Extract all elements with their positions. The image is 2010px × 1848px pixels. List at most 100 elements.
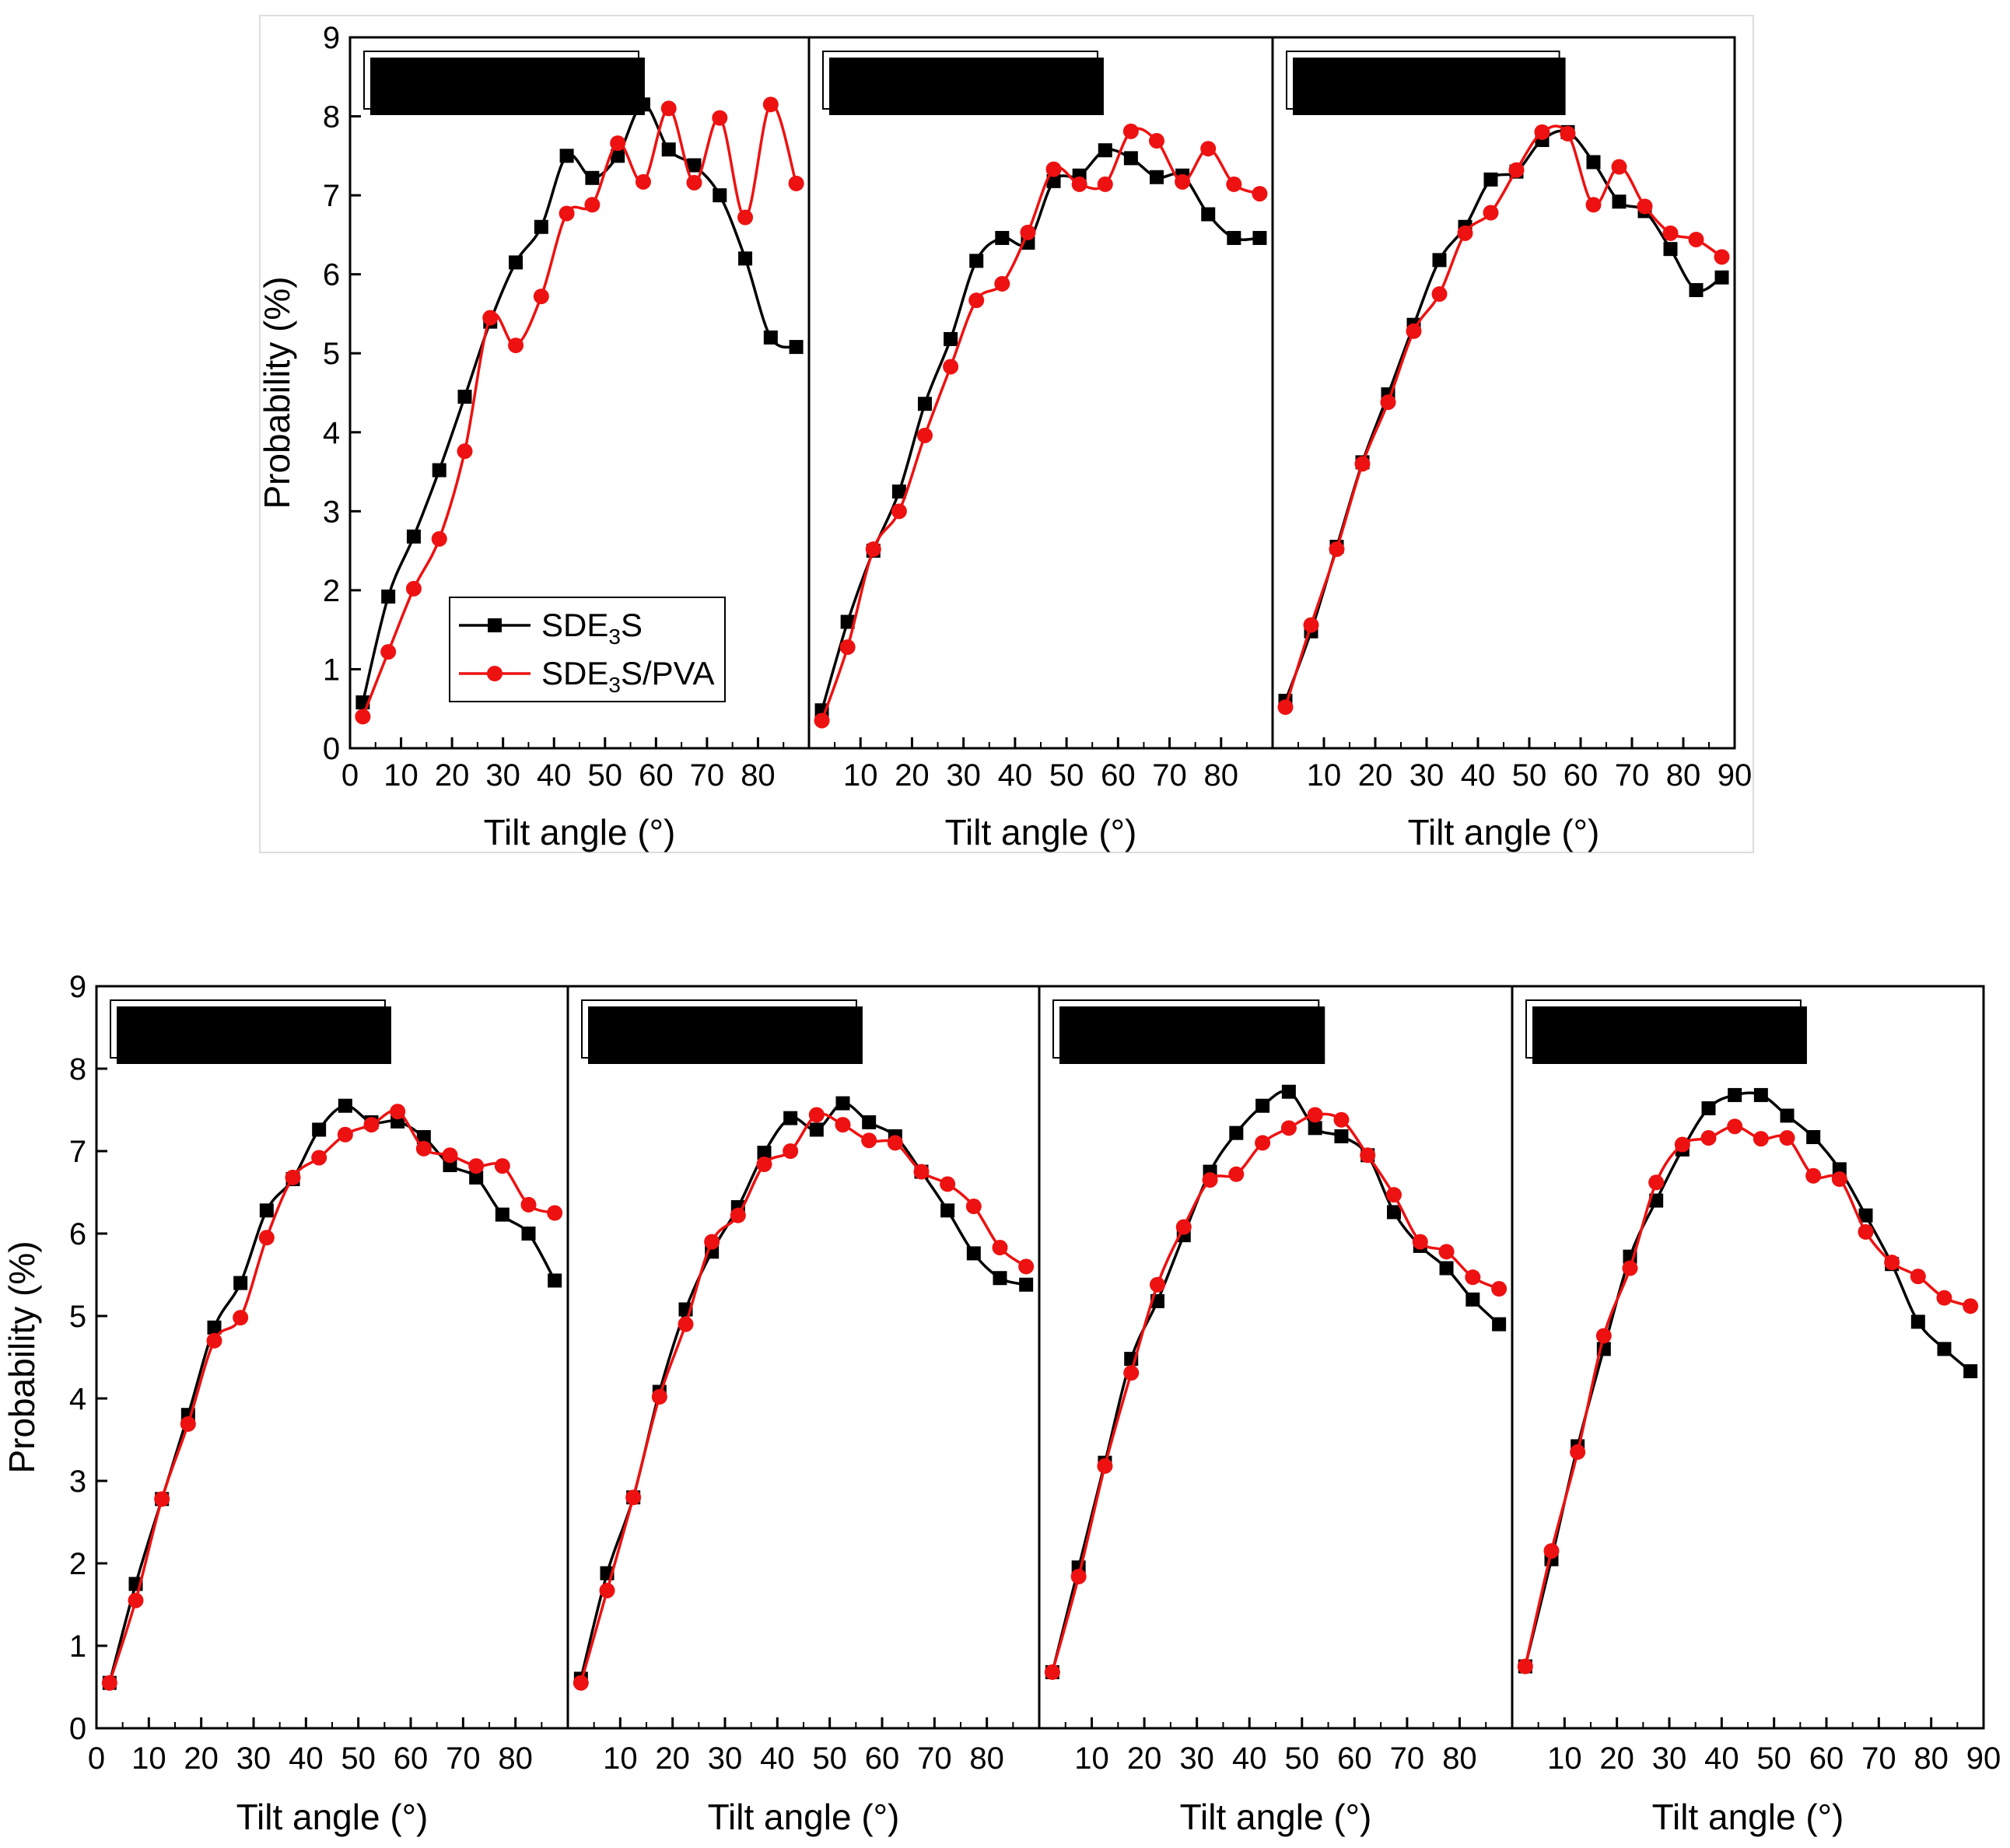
x-tick-label: 0	[88, 1741, 105, 1776]
y-tick-label: 8	[323, 100, 340, 135]
x-tick-label: 40	[537, 758, 572, 793]
point-sde3s-pva	[1386, 1187, 1402, 1203]
legend-marker-2	[487, 666, 502, 681]
point-sde3s-pva	[1611, 159, 1627, 175]
x-tick-label: 10	[383, 758, 418, 793]
point-sde3s-pva	[494, 1158, 510, 1174]
point-sde3s	[1586, 155, 1601, 170]
x-tick-label: 70	[1390, 1741, 1425, 1776]
point-sde3s	[233, 1276, 248, 1290]
x-tick-label: 50	[1512, 758, 1547, 793]
point-sde3s-pva	[887, 1135, 903, 1151]
point-sde3s-pva	[468, 1158, 485, 1174]
point-sde3s-pva	[891, 503, 907, 520]
x-tick-label: 10	[1307, 758, 1342, 793]
point-sde3s	[966, 1246, 981, 1261]
x-tick-label: 30	[485, 758, 520, 793]
point-sde3s-pva	[363, 1117, 380, 1133]
point-sde3s-pva	[1662, 225, 1679, 241]
point-sde3s-pva	[1438, 1244, 1455, 1260]
point-sde3s-pva	[1585, 197, 1602, 213]
point-sde3s	[207, 1320, 222, 1335]
x-tick-label: 20	[184, 1741, 219, 1776]
point-sde3s	[406, 529, 421, 544]
x-tick-label: 30	[946, 758, 981, 793]
point-sde3s-pva	[814, 712, 830, 729]
point-sde3s-pva	[651, 1388, 667, 1405]
point-sde3s-pva	[1020, 224, 1036, 240]
point-sde3s-pva	[1149, 133, 1164, 149]
point-sde3s	[995, 230, 1010, 245]
point-sde3s	[1123, 151, 1138, 166]
label-box-shadow	[1059, 1006, 1325, 1064]
point-sde3s-pva	[1963, 1298, 1979, 1314]
label-box-shadow	[117, 1006, 391, 1064]
point-sde3s-pva	[233, 1310, 249, 1326]
x-tick-label: 80	[1442, 1741, 1477, 1776]
top-figure-frame	[259, 15, 1754, 853]
x-tick-label: 60	[1337, 1741, 1372, 1776]
point-sde3s	[509, 255, 524, 270]
point-sde3s	[1663, 242, 1678, 257]
point-sde3s-pva	[839, 639, 856, 656]
point-sde3s-pva	[1360, 1147, 1376, 1164]
y-tick-label: 2	[323, 574, 340, 608]
point-sde3s-pva	[865, 541, 881, 558]
point-sde3s-pva	[1406, 323, 1422, 339]
point-sde3s-pva	[206, 1332, 222, 1349]
point-sde3s-pva	[1277, 699, 1294, 716]
point-sde3s	[1492, 1317, 1507, 1332]
point-sde3s-pva	[992, 1240, 1008, 1256]
x-tick-label: 50	[588, 758, 623, 793]
point-sde3s-pva	[431, 530, 447, 547]
point-sde3s	[312, 1122, 327, 1137]
x-tick-label: 40	[760, 1741, 795, 1776]
point-sde3s-pva	[756, 1156, 772, 1172]
y-tick-label: 3	[323, 495, 340, 529]
point-sde3s-pva	[1200, 141, 1217, 157]
point-sde3s-pva	[1700, 1130, 1717, 1146]
point-sde3s-pva	[1457, 225, 1473, 241]
point-sde3s	[1229, 1125, 1244, 1140]
point-sde3s	[918, 397, 932, 411]
x-axis-label: Tilt angle (°)	[1652, 1797, 1844, 1837]
point-sde3s-pva	[599, 1582, 615, 1598]
x-tick-label: 80	[1666, 758, 1701, 793]
point-sde3s	[1937, 1342, 1952, 1356]
point-sde3s-pva	[415, 1140, 432, 1157]
y-tick-label: 4	[69, 1382, 86, 1416]
y-tick-label: 0	[323, 732, 340, 766]
legend-label-1: SDE3S	[541, 607, 643, 649]
x-tick-label: 80	[1204, 758, 1239, 793]
point-sde3s	[521, 1227, 536, 1241]
point-sde3s-pva	[1097, 176, 1113, 192]
point-sde3s	[1439, 1261, 1454, 1276]
point-sde3s-pva	[1045, 161, 1062, 177]
label-box-shadow	[1293, 58, 1566, 115]
x-tick-label: 30	[236, 1741, 271, 1776]
point-sde3s-pva	[625, 1489, 642, 1506]
y-tick-label: 8	[69, 1052, 86, 1087]
point-sde3s-pva	[1255, 1135, 1271, 1151]
x-tick-label: 50	[1285, 1741, 1320, 1776]
point-sde3s-pva	[573, 1675, 589, 1691]
y-tick-label: 9	[323, 21, 340, 55]
point-sde3s-pva	[380, 644, 397, 660]
x-tick-label: 70	[917, 1741, 952, 1776]
x-tick-label: 20	[1599, 1741, 1634, 1776]
point-sde3s	[495, 1207, 510, 1222]
point-sde3s-pva	[1226, 176, 1242, 192]
x-tick-label: 30	[1179, 1741, 1214, 1776]
point-sde3s	[1098, 143, 1112, 158]
point-sde3s-pva	[994, 275, 1010, 292]
point-sde3s-pva	[1714, 249, 1730, 265]
x-tick-label: 10	[603, 1741, 638, 1776]
point-sde3s	[611, 149, 625, 163]
x-tick-label: 70	[690, 758, 725, 793]
